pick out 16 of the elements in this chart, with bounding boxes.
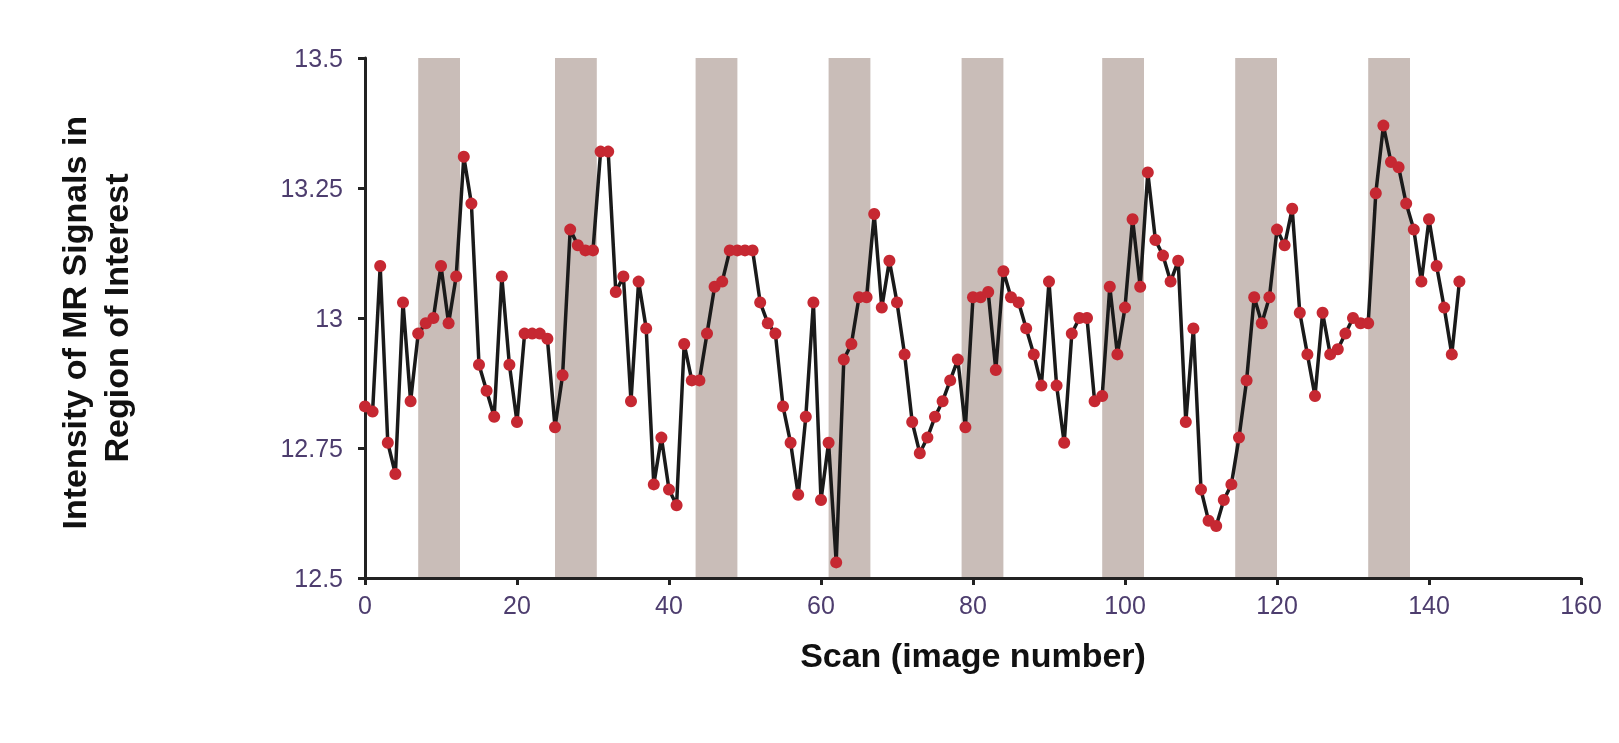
x-tick-label: 40 xyxy=(655,590,683,619)
x-tick-label: 100 xyxy=(1104,590,1146,619)
y-axis-title: Intensity of MR Signals in Region of Interest xyxy=(55,106,135,530)
x-tick-label: 20 xyxy=(503,590,531,619)
y-tick-label: 13.5 xyxy=(294,44,343,72)
y-tick-label: 12.5 xyxy=(294,564,343,592)
x-tick-label: 120 xyxy=(1256,590,1298,619)
y-tick-label: 12.75 xyxy=(280,434,343,462)
x-tick-label: 60 xyxy=(807,590,835,619)
x-tick-label: 0 xyxy=(358,590,372,619)
x-axis-title: Scan (image number) xyxy=(800,636,1146,674)
x-tick-label: 80 xyxy=(959,590,987,619)
x-tick-label: 160 xyxy=(1560,590,1602,619)
y-tick-label: 13.25 xyxy=(280,174,343,202)
x-tick-label: 140 xyxy=(1408,590,1450,619)
y-tick-label: 13 xyxy=(315,304,343,332)
